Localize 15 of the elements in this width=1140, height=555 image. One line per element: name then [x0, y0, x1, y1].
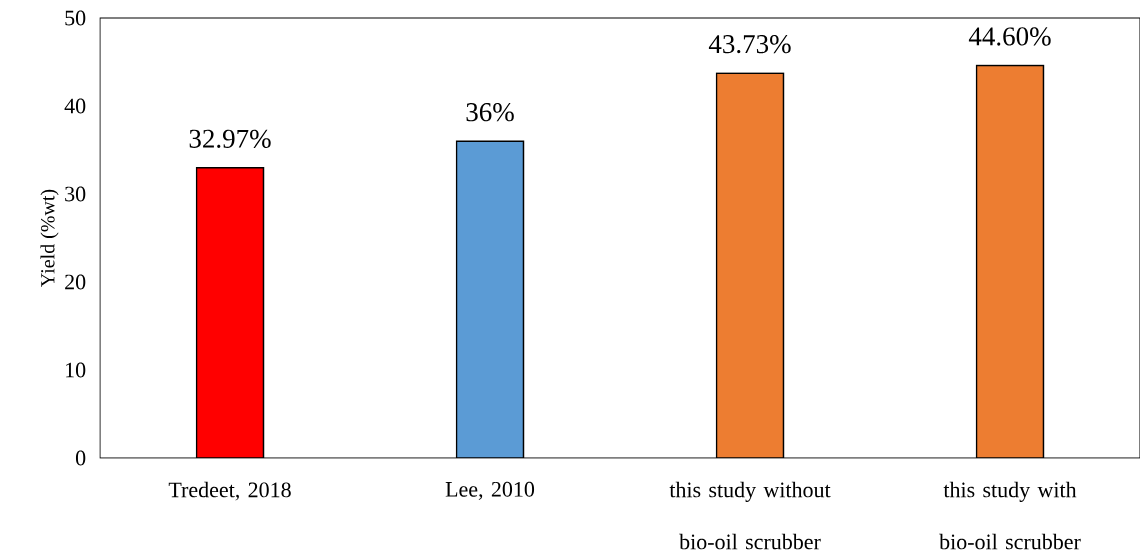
data-label: 32.97%	[189, 129, 271, 148]
y-tick-label: 40	[64, 98, 86, 114]
category-label: this study with bio-oil scrubber	[939, 481, 1081, 550]
x-tick-label: Lee, 2010	[445, 481, 535, 500]
y-tick-label: 0	[75, 450, 86, 466]
y-tick-label: 50	[65, 10, 86, 26]
y-tick-label: 30	[65, 186, 86, 202]
data-label: 43.73%	[708, 34, 791, 54]
y-axis-title: Yield (%wt)	[40, 189, 59, 287]
x-tick-label: Tredeet, 2018	[168, 481, 291, 501]
data-label: 36%	[466, 103, 514, 122]
y-tick-label: 20	[65, 274, 86, 290]
y-tick-label: 10	[66, 362, 86, 378]
data-label: 44.60%	[968, 27, 1051, 46]
category-label: this study without bio-oil scrubber	[669, 481, 831, 550]
